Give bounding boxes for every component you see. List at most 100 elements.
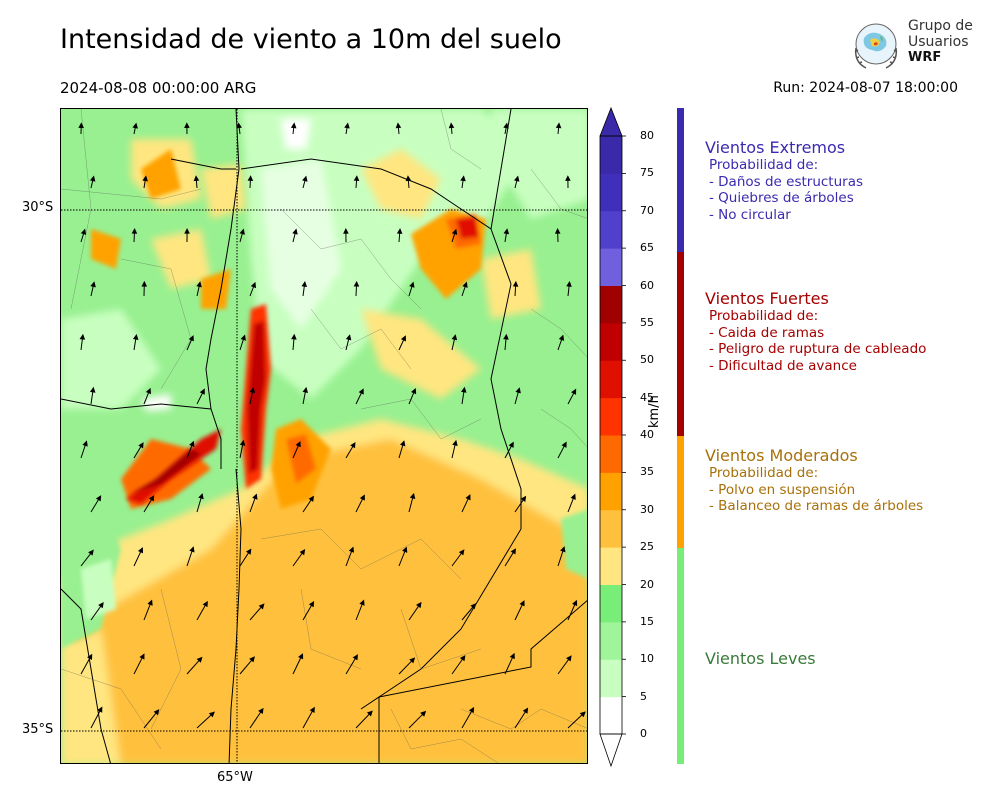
wind-arrow-head <box>137 547 144 554</box>
wind-arrow-head <box>359 599 365 606</box>
category-title: Vientos Fuertes <box>705 289 829 308</box>
wind-arrow-head <box>141 280 148 287</box>
colorbar-tick-label: 20 <box>640 577 654 591</box>
category-bar-moderate <box>677 436 684 548</box>
wind-arrow-head <box>247 175 254 181</box>
colorbar-tick-label: 25 <box>640 540 654 554</box>
category-moderate: Vientos Moderados Probabilidad de: - Pol… <box>705 446 995 515</box>
wind-arrow-head <box>95 495 102 502</box>
colorbar-max-extension <box>599 106 623 137</box>
wind-arrow-head <box>465 494 471 501</box>
wind-arrow-head <box>503 122 509 129</box>
colorbar-segment <box>600 547 622 585</box>
wind-arrow-head <box>252 493 258 500</box>
wind-arrow-head <box>396 228 403 234</box>
wind-arrow-head <box>198 493 204 500</box>
wind-arrow-head <box>509 652 515 660</box>
colorbar-segment <box>600 472 622 511</box>
colorbar-segment <box>600 248 622 286</box>
wind-arrow-head <box>189 440 195 447</box>
wind-arrow-head <box>452 439 458 447</box>
colorbar-segment <box>600 621 622 660</box>
wind-arrow-head <box>459 655 466 662</box>
category-line: - No circular <box>709 206 791 223</box>
category-light: Vientos Leves <box>705 649 995 668</box>
wind-arrow-head <box>90 281 96 288</box>
wind-arrow-head <box>561 441 567 448</box>
category-strong: Vientos Fuertes Probabilidad de: - Caida… <box>705 289 995 374</box>
category-line: Probabilidad de: <box>709 157 819 173</box>
wind-arrow-head <box>295 440 301 448</box>
wind-arrow-head <box>416 601 422 609</box>
colorbar-tick-label: 50 <box>640 353 654 367</box>
logo-text-line3: WRF <box>908 50 942 65</box>
wind-arrow-head <box>572 599 578 607</box>
wind-arrow-head <box>560 546 566 553</box>
wind-arrow-head <box>309 706 315 714</box>
colorbar-tick-label: 30 <box>640 502 654 516</box>
wind-arrow-head <box>292 228 298 235</box>
colorbar-segment <box>600 435 622 473</box>
colorbar-segment <box>600 659 622 698</box>
wind-arrow-head <box>470 603 477 610</box>
wind-arrow-head <box>462 281 468 288</box>
wind-arrow-head <box>395 122 402 129</box>
wind-arrow-head <box>239 439 246 446</box>
wind-arrow-head <box>513 175 520 182</box>
wind-arrow-head <box>460 175 466 182</box>
colorbar-segment <box>600 397 622 436</box>
wind-arrow-head <box>308 495 315 502</box>
wind-arrow-head <box>503 333 509 340</box>
wind-arrow-head <box>571 388 577 395</box>
wind-arrow-head <box>290 122 297 129</box>
wind-arrow-head <box>89 175 96 182</box>
category-title: Vientos Extremos <box>705 138 846 157</box>
wind-arrow-head <box>399 440 406 447</box>
wind-arrow-head <box>258 707 264 715</box>
colorbar-segment <box>600 136 622 174</box>
wind-arrow-head <box>448 122 455 129</box>
wind-arrow-head <box>301 281 308 287</box>
colorbar-tick-label: 10 <box>640 652 654 666</box>
colorbar-tick-label: 80 <box>640 129 654 142</box>
wind-arrow-head <box>566 280 572 287</box>
wind-arrow-head <box>566 655 572 662</box>
wind-arrow-head <box>366 710 373 717</box>
colorbar-min-extension <box>599 733 623 768</box>
colorbar-tick-label: 45 <box>640 390 654 404</box>
wind-arrow-head <box>570 493 576 500</box>
wind-arrow-head <box>87 653 93 661</box>
lon-label-65w: 65°W <box>217 770 253 785</box>
wind-arrow-head <box>353 280 360 287</box>
wind-arrow-head <box>308 600 315 608</box>
category-line: Probabilidad de: <box>709 308 819 324</box>
lat-label-30s: 30°S <box>22 200 54 215</box>
colorbar-segment <box>600 696 622 735</box>
colorbar-tick-label: 55 <box>640 315 654 329</box>
logo-text-line2: Usuarios <box>908 34 969 50</box>
run-timestamp: Run: 2024-08-07 18:00:00 <box>773 80 958 96</box>
wind-arrow-head <box>189 546 195 553</box>
wind-arrow-head <box>208 711 215 718</box>
wind-arrow-head <box>409 492 416 500</box>
wind-arrow-head <box>132 333 139 340</box>
wind-speed-colorbar <box>599 106 626 768</box>
wind-arrow-head <box>82 440 88 447</box>
wind-arrow-head <box>188 335 194 342</box>
wind-arrow-head <box>184 228 190 234</box>
category-line: - Quiebres de árboles <box>709 190 854 206</box>
category-line: - Daños de estructuras <box>709 173 864 190</box>
wind-arrow-head <box>515 387 521 394</box>
category-line: - Peligro de ruptura de cableado <box>709 341 927 357</box>
wind-arrow-head <box>508 441 514 448</box>
wind-arrow-head <box>236 122 242 129</box>
colorbar-tick-label: 15 <box>640 614 654 628</box>
colorbar-tick-label: 70 <box>640 203 654 217</box>
wind-arrow-head <box>405 175 412 182</box>
wind-arrow-head <box>554 228 561 234</box>
colorbar-segment <box>600 509 622 548</box>
wind-arrow-head <box>420 710 427 717</box>
colorbar-segment <box>600 360 622 399</box>
lat-label-35s: 35°S <box>22 722 54 737</box>
wind-arrow-head <box>148 495 155 502</box>
